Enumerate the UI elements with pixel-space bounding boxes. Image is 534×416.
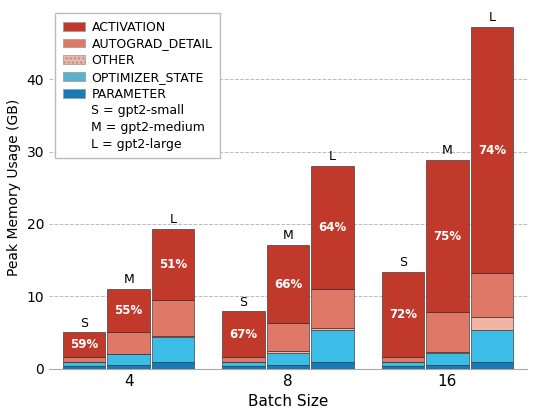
Bar [426,160,468,312]
Text: L: L [170,213,177,226]
Bar [471,362,513,369]
Text: 67%: 67% [229,328,257,341]
Text: 75%: 75% [433,230,461,243]
Legend: ACTIVATION, AUTOGRAD_DETAIL, OTHER, OPTIMIZER_STATE, PARAMETER, S = gpt2-small, : ACTIVATION, AUTOGRAD_DETAIL, OTHER, OPTI… [55,13,220,158]
Bar [107,365,150,369]
Bar [471,27,513,273]
Bar [311,289,354,329]
Text: M: M [442,144,453,157]
Bar [63,332,105,357]
Bar [267,354,309,365]
Bar [311,329,354,362]
Bar [63,366,105,369]
Bar [426,354,468,365]
Bar [152,300,194,336]
Bar [63,357,105,362]
Text: 59%: 59% [70,339,98,352]
Text: 55%: 55% [114,304,143,317]
Bar [63,362,105,366]
Bar [107,289,150,332]
Bar [152,229,194,300]
Bar [471,329,513,362]
Text: 74%: 74% [478,144,506,157]
Bar [222,366,264,369]
Bar [382,366,424,369]
Bar [152,362,194,369]
Text: 66%: 66% [274,277,302,290]
Text: L: L [489,11,496,24]
Text: M: M [123,273,134,286]
Bar [267,365,309,369]
Y-axis label: Peak Memory Usage (GB): Peak Memory Usage (GB) [7,99,21,276]
Bar [222,357,264,362]
Bar [426,352,468,354]
Text: M: M [282,229,293,242]
Bar [382,272,424,357]
Bar [107,332,150,354]
Bar [267,245,309,323]
Bar [311,166,354,289]
Bar [382,362,424,366]
Bar [267,351,309,354]
Text: S: S [80,317,88,329]
Bar [311,362,354,369]
X-axis label: Batch Size: Batch Size [248,394,328,409]
Text: 72%: 72% [389,308,417,321]
Bar [152,337,194,362]
Bar [152,336,194,337]
Text: 64%: 64% [318,221,347,234]
Bar [471,273,513,317]
Bar [267,323,309,351]
Bar [426,312,468,352]
Bar [107,354,150,365]
Text: S: S [239,296,247,309]
Text: L: L [329,150,336,163]
Bar [471,317,513,329]
Bar [426,365,468,369]
Text: 51%: 51% [159,258,187,271]
Bar [222,362,264,366]
Bar [222,312,264,357]
Text: S: S [399,256,407,269]
Bar [382,357,424,362]
